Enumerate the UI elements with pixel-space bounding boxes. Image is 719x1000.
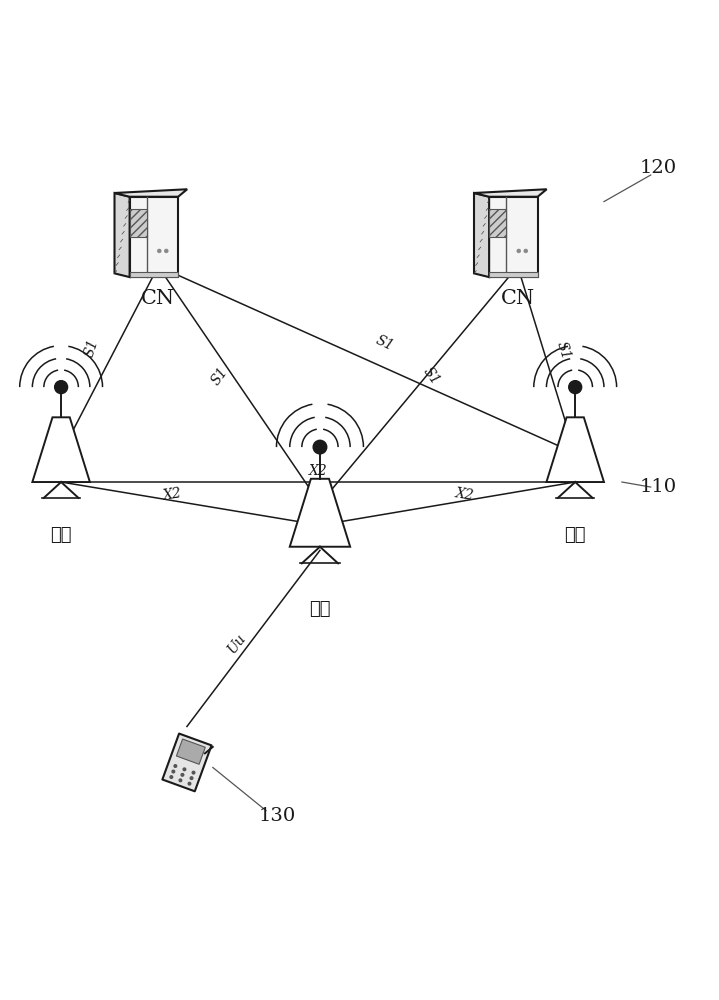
Circle shape <box>569 381 582 394</box>
Polygon shape <box>474 193 489 277</box>
Polygon shape <box>32 417 90 482</box>
Text: X2: X2 <box>162 487 183 503</box>
Circle shape <box>181 774 184 776</box>
Circle shape <box>524 249 528 253</box>
Polygon shape <box>474 189 546 197</box>
Polygon shape <box>489 197 538 277</box>
Polygon shape <box>489 272 538 277</box>
Circle shape <box>517 249 521 253</box>
Polygon shape <box>114 189 187 197</box>
Text: S1: S1 <box>209 365 230 388</box>
Polygon shape <box>176 739 206 764</box>
Text: CN: CN <box>500 289 535 308</box>
Circle shape <box>191 777 193 779</box>
Circle shape <box>172 770 175 773</box>
Text: X2: X2 <box>308 464 327 478</box>
Circle shape <box>188 782 191 785</box>
Text: 基站: 基站 <box>50 526 72 544</box>
Text: 基站: 基站 <box>564 526 586 544</box>
Text: Uu: Uu <box>225 631 249 656</box>
Text: S1: S1 <box>373 333 396 353</box>
Circle shape <box>174 765 177 767</box>
Circle shape <box>179 779 182 782</box>
Polygon shape <box>129 272 178 277</box>
Text: 120: 120 <box>639 159 677 177</box>
Circle shape <box>313 440 326 454</box>
Polygon shape <box>114 193 129 277</box>
Circle shape <box>192 771 195 774</box>
Text: 110: 110 <box>639 478 677 496</box>
Circle shape <box>183 768 186 771</box>
Text: 基站: 基站 <box>309 600 331 618</box>
Text: X2: X2 <box>454 487 475 503</box>
Text: 130: 130 <box>258 807 296 825</box>
Polygon shape <box>129 209 147 237</box>
Polygon shape <box>129 197 178 277</box>
Circle shape <box>55 381 68 394</box>
Polygon shape <box>546 417 604 482</box>
Circle shape <box>165 249 168 253</box>
Circle shape <box>170 776 173 778</box>
Polygon shape <box>489 209 506 237</box>
Text: CN: CN <box>141 289 175 308</box>
Text: S1: S1 <box>554 340 573 361</box>
Polygon shape <box>162 734 211 791</box>
Polygon shape <box>290 479 350 547</box>
Text: S1: S1 <box>83 337 101 358</box>
Text: S1: S1 <box>421 365 442 388</box>
Circle shape <box>157 249 161 253</box>
